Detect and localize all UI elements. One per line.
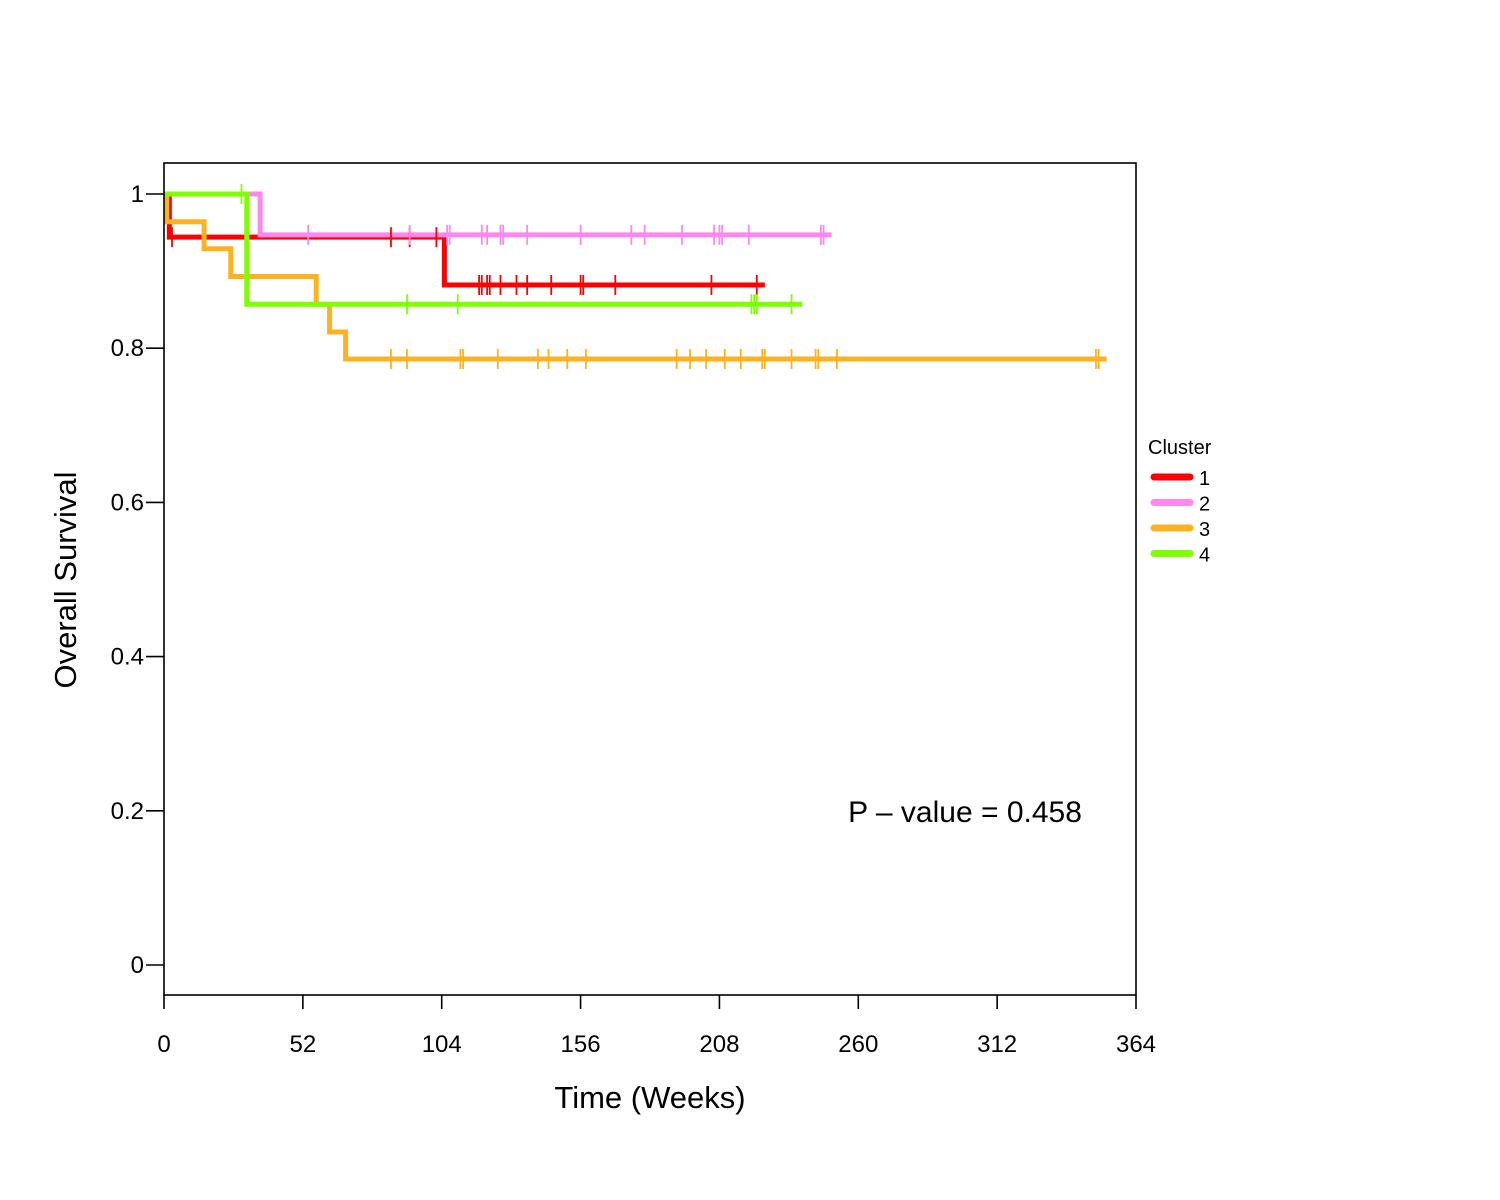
legend-label-3: 3 xyxy=(1199,519,1210,541)
legend-label-2: 2 xyxy=(1199,494,1210,516)
x-tick-label-3: 156 xyxy=(561,1031,601,1058)
x-tick-label-7: 364 xyxy=(1116,1031,1156,1058)
x-tick-label-1: 52 xyxy=(290,1031,317,1058)
y-axis-label: Overall Survival xyxy=(48,471,83,688)
x-tick-label-5: 260 xyxy=(838,1031,878,1058)
plot-layer xyxy=(164,184,1107,369)
y-tick-label-4: 0.8 xyxy=(111,335,144,362)
x-tick-label-0: 0 xyxy=(157,1031,170,1058)
y-tick-label-3: 0.6 xyxy=(111,489,144,516)
legend-label-1: 1 xyxy=(1199,468,1210,490)
series-line-1 xyxy=(164,191,765,288)
x-axis-label: Time (Weeks) xyxy=(554,1080,745,1115)
y-tick-label-0: 0 xyxy=(131,952,144,979)
x-tick-label-4: 208 xyxy=(699,1031,739,1058)
legend-title: Cluster xyxy=(1148,437,1212,459)
x-tick-label-6: 312 xyxy=(977,1031,1017,1058)
y-tick-label-5: 1 xyxy=(131,181,144,208)
legend: Cluster 1 2 3 4 xyxy=(1148,437,1212,567)
x-tick-label-2: 104 xyxy=(422,1031,462,1058)
series-line-2 xyxy=(164,191,832,238)
y-axis: 0 0.2 0.4 0.6 0.8 1 xyxy=(111,181,164,979)
plot-frame xyxy=(163,162,1137,996)
series-line-4 xyxy=(164,191,803,307)
x-axis: 0 52 104 156 208 260 312 364 xyxy=(157,995,1156,1058)
legend-label-4: 4 xyxy=(1199,545,1210,567)
p-value-annotation: P – value = 0.458 xyxy=(848,796,1082,829)
y-tick-label-2: 0.4 xyxy=(111,644,144,671)
series-line-3 xyxy=(164,191,1107,362)
y-tick-label-1: 0.2 xyxy=(111,798,144,825)
